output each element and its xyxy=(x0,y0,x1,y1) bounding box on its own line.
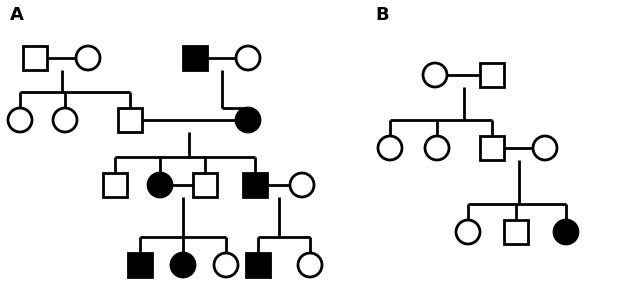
Bar xyxy=(103,173,127,197)
Circle shape xyxy=(236,46,260,70)
Bar xyxy=(480,63,504,87)
Bar xyxy=(193,173,217,197)
Circle shape xyxy=(148,173,172,197)
Circle shape xyxy=(8,108,32,132)
Text: B: B xyxy=(375,6,388,24)
Circle shape xyxy=(290,173,314,197)
Circle shape xyxy=(423,63,447,87)
Bar xyxy=(504,220,528,244)
Circle shape xyxy=(456,220,480,244)
Bar xyxy=(246,253,270,277)
Circle shape xyxy=(53,108,77,132)
Bar xyxy=(480,136,504,160)
Circle shape xyxy=(76,46,100,70)
Circle shape xyxy=(236,108,260,132)
Bar xyxy=(183,46,207,70)
Bar xyxy=(118,108,142,132)
Circle shape xyxy=(298,253,322,277)
Circle shape xyxy=(378,136,402,160)
Bar xyxy=(243,173,267,197)
Circle shape xyxy=(425,136,449,160)
Circle shape xyxy=(214,253,238,277)
Circle shape xyxy=(554,220,578,244)
Circle shape xyxy=(533,136,557,160)
Text: A: A xyxy=(10,6,24,24)
Bar xyxy=(23,46,47,70)
Bar xyxy=(128,253,152,277)
Circle shape xyxy=(171,253,195,277)
